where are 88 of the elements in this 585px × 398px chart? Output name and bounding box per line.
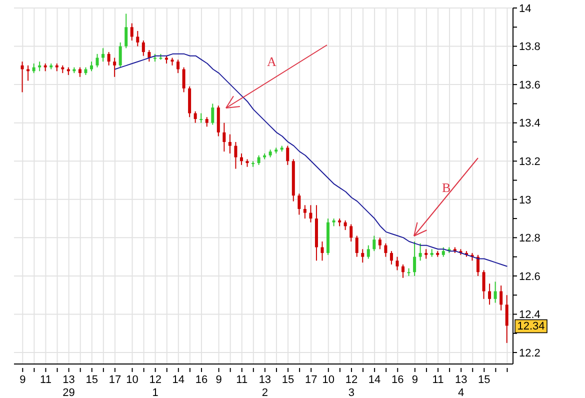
candlestick bbox=[494, 281, 497, 304]
candlestick bbox=[182, 66, 186, 93]
candlestick bbox=[298, 193, 301, 216]
candlestick bbox=[124, 13, 128, 49]
x-tick-label: 12 1 bbox=[149, 374, 162, 398]
candlestick bbox=[38, 61, 42, 72]
candlestick bbox=[113, 57, 116, 78]
x-tick-label: 9 bbox=[216, 374, 222, 386]
x-tick-label: 16 bbox=[195, 374, 208, 386]
x-tick-label: 10 bbox=[322, 374, 335, 386]
x-tick-label: 14 bbox=[368, 374, 381, 386]
candlestick bbox=[418, 242, 422, 262]
x-tick-label: 17 bbox=[108, 374, 122, 386]
candlestick bbox=[396, 256, 399, 271]
candlestick bbox=[424, 248, 428, 260]
candlestick bbox=[205, 116, 208, 128]
candlestick bbox=[372, 235, 376, 252]
x-tick-label: 9 bbox=[412, 374, 418, 386]
candlestick bbox=[361, 248, 364, 264]
annotation: A bbox=[267, 54, 277, 69]
candlestick bbox=[390, 250, 393, 265]
x-tick-label: 11 bbox=[236, 374, 248, 386]
candlestick bbox=[222, 122, 226, 152]
y-tick-label: 13.6 bbox=[519, 79, 540, 92]
candlestick bbox=[211, 103, 214, 126]
candlestick bbox=[402, 264, 405, 278]
candlestick bbox=[355, 235, 358, 258]
candlestick bbox=[148, 50, 151, 62]
candlestick bbox=[228, 134, 232, 154]
candlestick bbox=[500, 285, 503, 311]
candlestick bbox=[442, 246, 445, 258]
y-tick-label: 13.2 bbox=[519, 156, 540, 168]
candlestick bbox=[32, 63, 36, 74]
candlestick bbox=[176, 59, 180, 74]
candlestick bbox=[78, 66, 82, 78]
y-tick-label: 12.2 bbox=[519, 347, 540, 360]
x-tick-label: 15 bbox=[478, 374, 490, 386]
candlestick bbox=[142, 40, 145, 56]
candlestick bbox=[102, 48, 105, 62]
candlestick bbox=[378, 237, 382, 250]
candlestick bbox=[303, 204, 306, 220]
candlestick bbox=[20, 61, 24, 93]
y-tick-label: 13.8 bbox=[519, 41, 540, 54]
candlestick bbox=[413, 241, 416, 276]
candlestick bbox=[350, 224, 353, 242]
candlestick bbox=[107, 52, 110, 66]
y-tick-label: 13.4 bbox=[519, 118, 540, 130]
x-tick-label: 17 bbox=[304, 374, 318, 386]
candlestick bbox=[505, 294, 508, 344]
y-tick-label: 14 bbox=[519, 2, 532, 15]
candlestick bbox=[130, 22, 134, 42]
x-tick-label: 14 bbox=[172, 374, 185, 386]
candlestick bbox=[309, 204, 312, 223]
x-tick-label: 11 bbox=[432, 374, 444, 386]
x-tick-label: 13 4 bbox=[454, 374, 468, 398]
candlestick bbox=[200, 112, 203, 124]
candlestick bbox=[366, 244, 370, 260]
candlestick bbox=[194, 110, 197, 124]
x-tick-label: 11 bbox=[40, 374, 52, 386]
candlestick bbox=[320, 241, 324, 262]
candlestick bbox=[234, 141, 238, 170]
candlestick bbox=[118, 42, 122, 68]
y-tick-label: 13 bbox=[519, 194, 532, 206]
y-tick-label: 12.8 bbox=[519, 232, 540, 245]
candlestick bbox=[344, 220, 347, 231]
candlestick bbox=[96, 53, 99, 68]
x-tick-label: 13 2 bbox=[258, 374, 272, 398]
annotation: B bbox=[442, 180, 451, 195]
candlestick bbox=[384, 242, 388, 258]
x-tick-label: 16 bbox=[392, 374, 404, 386]
candlestick bbox=[240, 152, 243, 166]
x-tick-label: 12 3 bbox=[345, 374, 358, 398]
candlestick bbox=[476, 254, 480, 276]
candlestick bbox=[136, 30, 140, 47]
candlestick bbox=[90, 61, 93, 72]
y-tick-label: 12.4 bbox=[519, 309, 540, 322]
x-tick-label: 10 bbox=[126, 374, 138, 386]
candlestick bbox=[488, 283, 492, 306]
x-tick-label: 15 bbox=[282, 374, 294, 386]
candlestick bbox=[286, 145, 290, 166]
annotation: 12.34 bbox=[517, 320, 545, 333]
y-tick-label: 12.6 bbox=[519, 270, 540, 283]
x-tick-label: 15 bbox=[86, 374, 98, 386]
x-tick-label: 13 29 bbox=[62, 374, 75, 398]
x-tick-label: 9 bbox=[20, 374, 26, 386]
candlestick bbox=[26, 64, 30, 82]
candlestick bbox=[482, 270, 486, 300]
candlestick bbox=[257, 154, 260, 166]
